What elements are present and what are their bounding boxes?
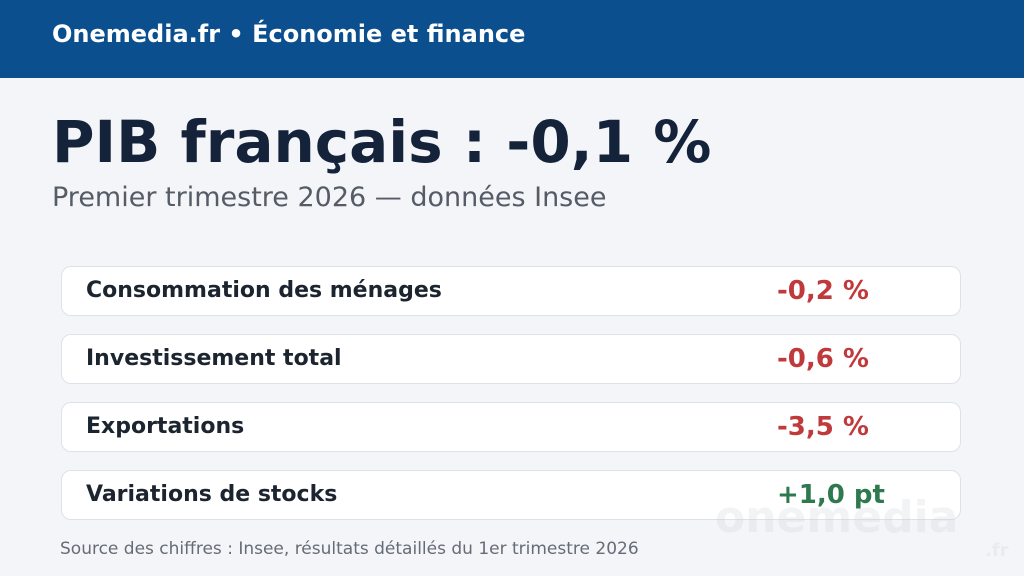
indicator-label: Exportations <box>86 414 245 439</box>
indicator-row: Exportations -3,5 % <box>61 402 961 452</box>
watermark-name: onemedia <box>715 492 959 543</box>
indicator-row: Investissement total -0,6 % <box>61 334 961 384</box>
indicator-value: -0,6 % <box>777 344 869 374</box>
indicator-label: Consommation des ménages <box>86 278 442 303</box>
indicator-label: Investissement total <box>86 346 342 371</box>
watermark-suffix: .fr <box>985 540 1009 561</box>
indicator-value: -0,2 % <box>777 276 869 306</box>
indicator-label: Variations de stocks <box>86 482 338 507</box>
headline-title: PIB français : -0,1 % <box>52 108 712 176</box>
headline-subtitle: Premier trimestre 2026 — données Insee <box>52 182 607 213</box>
header-bar: Onemedia.fr • Économie et finance <box>0 0 1024 78</box>
watermark: onemedia .fr <box>715 492 1009 561</box>
indicator-value: +1,0 pt <box>777 480 885 510</box>
site-title: Onemedia.fr • Économie et finance <box>52 20 526 48</box>
source-note: Source des chiffres : Insee, résultats d… <box>60 539 639 559</box>
indicator-row: Variations de stocks +1,0 pt <box>61 470 961 520</box>
indicator-value: -3,5 % <box>777 412 869 442</box>
indicator-row: Consommation des ménages -0,2 % <box>61 266 961 316</box>
